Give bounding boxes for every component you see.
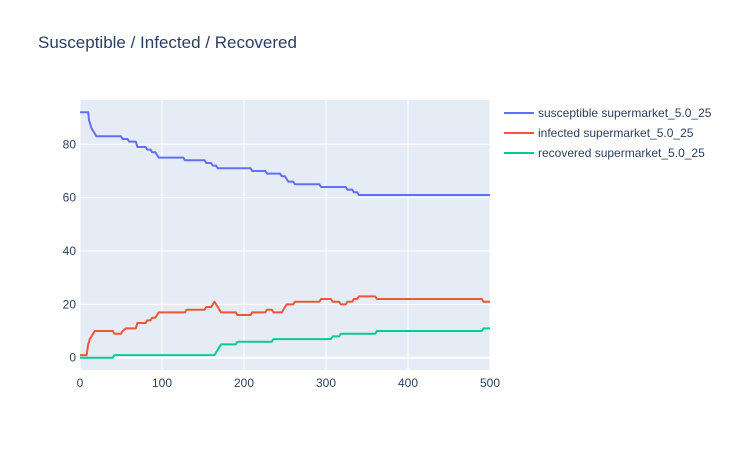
x-tick-label: 100 — [152, 376, 172, 390]
x-tick-label: 300 — [316, 376, 336, 390]
legend-item-3[interactable]: recovered supermarket_5.0_25 — [504, 146, 705, 160]
x-tick-label: 200 — [234, 376, 254, 390]
series-line-1 — [80, 111, 490, 196]
y-tick-label: 60 — [63, 191, 77, 205]
legend[interactable]: susceptible supermarket_5.0_25 infected s… — [504, 106, 712, 160]
legend-label: infected supermarket_5.0_25 — [538, 126, 694, 140]
y-tick-label: 80 — [63, 137, 77, 151]
plot-area — [80, 100, 490, 370]
grid-lines — [79, 100, 491, 370]
x-tick-label: 500 — [480, 376, 500, 390]
legend-label: susceptible supermarket_5.0_25 — [538, 106, 712, 120]
series-line-3 — [80, 327, 490, 359]
legend-label: recovered supermarket_5.0_25 — [538, 146, 705, 160]
axis-tick-labels: 0 100 200 300 400 500 0 20 40 60 80 — [63, 137, 501, 390]
chart-title: Susceptible / Infected / Recovered — [38, 33, 297, 52]
legend-item-1[interactable]: susceptible supermarket_5.0_25 — [504, 106, 712, 120]
y-tick-label: 20 — [63, 297, 77, 311]
x-tick-label: 0 — [77, 376, 84, 390]
y-tick-label: 40 — [63, 244, 77, 258]
series-lines — [80, 111, 490, 359]
y-tick-label: 0 — [69, 351, 76, 365]
legend-item-2[interactable]: infected supermarket_5.0_25 — [504, 126, 694, 140]
series-line-2 — [80, 295, 490, 357]
x-tick-label: 400 — [398, 376, 418, 390]
